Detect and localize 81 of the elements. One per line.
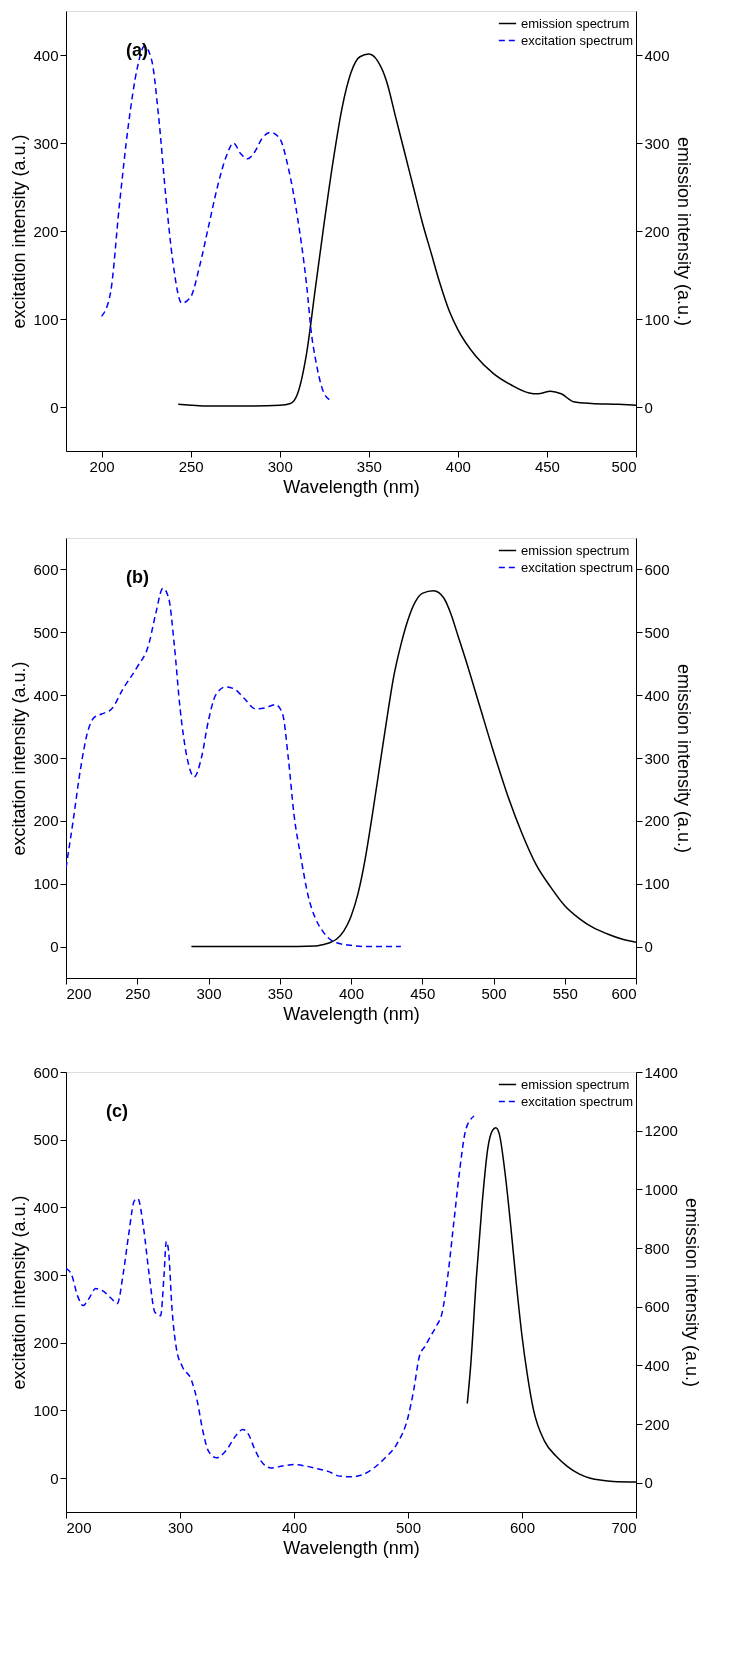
y-tick-label: 0: [50, 398, 59, 416]
line-series: [100, 45, 331, 401]
y2-tick-label: 400: [644, 1356, 670, 1374]
y-tick-label: 500: [33, 623, 59, 641]
y2-tick-label: 200: [644, 1415, 670, 1433]
x-tick-label: 400: [281, 1518, 308, 1536]
legend-label: emission spectrum: [521, 15, 630, 31]
x-axis-title: Wavelength (nm): [283, 1537, 420, 1558]
x-tick-label: 300: [267, 457, 293, 475]
x-tick-label: 400: [445, 457, 471, 475]
y2-tick-label: 0: [644, 938, 653, 956]
x-tick-label: 500: [395, 1518, 422, 1536]
y2-tick-label: 600: [644, 1298, 670, 1316]
y2-tick-label: 100: [644, 875, 670, 893]
y-tick-label: 600: [33, 1063, 59, 1081]
legend-label: excitation spectrum: [521, 559, 633, 575]
legend-label: excitation spectrum: [521, 32, 633, 48]
y-tick-label: 400: [33, 46, 59, 64]
y-axis-title: excitation intensity (a.u.): [9, 134, 30, 329]
y-tick-label: 200: [33, 222, 59, 240]
y2-tick-label: 1200: [644, 1122, 678, 1140]
annotation: (b): [126, 567, 149, 587]
x-tick-label: 200: [66, 1518, 92, 1536]
y-axis-title: excitation intensity (a.u.): [9, 1195, 30, 1390]
y-tick-label: 400: [33, 686, 59, 704]
x-tick-label: 200: [89, 457, 115, 475]
y-tick-label: 0: [50, 1469, 59, 1487]
line-series: [66, 587, 402, 948]
x-tick-label: 500: [481, 984, 507, 1002]
x-tick-label: 450: [410, 984, 436, 1002]
x-tick-label: 200: [66, 984, 92, 1002]
y-tick-label: 300: [33, 1266, 59, 1284]
x-tick-label: 700: [611, 1518, 637, 1536]
y-tick-label: 100: [33, 310, 59, 328]
x-tick-label: 250: [125, 984, 151, 1002]
y2-axis-title: emission intensity (a.u.): [673, 663, 694, 854]
y-tick-label: 100: [33, 875, 59, 893]
y2-axis-title: emission intensity (a.u.): [681, 1197, 702, 1388]
y2-tick-label: 100: [644, 310, 670, 328]
y-axis-title: excitation intensity (a.u.): [9, 661, 30, 856]
x-tick-label: 350: [267, 984, 293, 1002]
x-tick-label: 550: [552, 984, 578, 1002]
y2-tick-label: 0: [644, 1474, 653, 1492]
y2-tick-label: 600: [644, 560, 670, 578]
y2-tick-label: 1400: [644, 1063, 678, 1081]
y2-tick-label: 800: [644, 1239, 670, 1257]
y2-axis-title: emission intensity (a.u.): [673, 136, 694, 327]
annotation: (c): [106, 1101, 128, 1121]
x-axis-title: Wavelength (nm): [283, 1003, 420, 1024]
y2-tick-label: 200: [644, 812, 670, 830]
x-tick-label: 300: [196, 984, 222, 1002]
x-tick-label: 600: [509, 1518, 536, 1536]
legend-label: emission spectrum: [521, 1076, 630, 1092]
y2-tick-label: 400: [644, 686, 670, 704]
y-tick-label: 600: [33, 560, 59, 578]
y2-tick-label: 300: [644, 134, 670, 152]
y2-tick-label: 200: [644, 222, 670, 240]
annotation: (a): [126, 40, 148, 60]
x-tick-label: 250: [178, 457, 204, 475]
x-tick-label: 500: [611, 457, 637, 475]
y2-tick-label: 1000: [644, 1180, 678, 1198]
y-tick-label: 0: [50, 938, 59, 956]
x-tick-label: 300: [167, 1518, 194, 1536]
y-tick-label: 400: [33, 1198, 59, 1216]
y-tick-label: 300: [33, 749, 59, 767]
x-tick-label: 600: [611, 984, 637, 1002]
y-tick-label: 300: [33, 134, 59, 152]
x-axis-title: Wavelength (nm): [283, 476, 420, 497]
x-tick-label: 350: [356, 457, 382, 475]
y-tick-label: 200: [33, 812, 59, 830]
legend-label: emission spectrum: [521, 542, 630, 558]
y2-tick-label: 400: [644, 46, 670, 64]
y-tick-label: 200: [33, 1334, 59, 1352]
y2-tick-label: 300: [644, 749, 670, 767]
y-tick-label: 100: [33, 1401, 59, 1419]
x-tick-label: 450: [534, 457, 560, 475]
y2-tick-label: 500: [644, 623, 670, 641]
y2-tick-label: 0: [644, 398, 653, 416]
y-tick-label: 500: [33, 1131, 59, 1149]
x-tick-label: 400: [338, 984, 365, 1002]
legend-label: excitation spectrum: [521, 1093, 633, 1109]
